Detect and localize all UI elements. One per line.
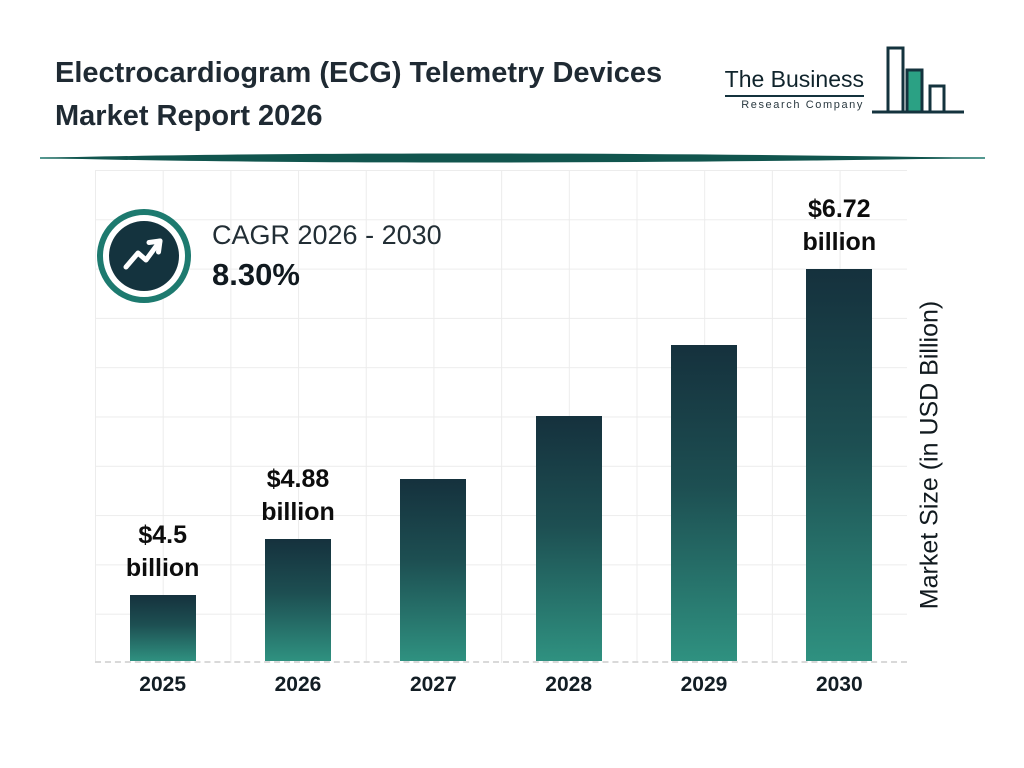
bar-column-2025: $4.5 billion: [95, 170, 230, 661]
bar-2025: [129, 595, 196, 661]
x-tick-2026: 2026: [274, 673, 322, 696]
divider-line: [40, 153, 985, 163]
bar-chart-logo-icon: [872, 46, 964, 114]
page-title: Electrocardiogram (ECG) Telemetry Device…: [55, 52, 715, 138]
bar-2028: [535, 416, 602, 661]
trend-up-arrow-icon: [97, 209, 191, 303]
page-title-line1: Electrocardiogram (ECG) Telemetry Device…: [55, 57, 663, 89]
bar-column-2029: [636, 170, 771, 661]
x-tick-2025: 2025: [139, 673, 187, 696]
bar-value-label-2030: $6.72 billion: [802, 194, 877, 257]
company-name: The Business: [724, 66, 864, 97]
y-axis-label: Market Size (in USD Billion): [915, 300, 944, 610]
bar-value-label-2026: $4.88 billion: [261, 464, 335, 527]
cagr-label: CAGR 2026 - 2030: [212, 220, 442, 250]
cagr-block: CAGR 2026 - 2030 8.30%: [212, 220, 442, 293]
bar-column-2027: [366, 170, 501, 661]
company-subtitle: Research Company: [741, 99, 864, 111]
bar-column-2028: [501, 170, 636, 661]
x-axis: 2025 2026 2027 2028 2029 2030: [95, 673, 907, 697]
x-tick-2030: 2030: [815, 673, 863, 696]
bar-column-2026: $4.88 billion: [230, 170, 365, 661]
bar-column-2030: $6.72 billion: [772, 170, 907, 661]
bar-value-label-2025: $4.5 billion: [125, 520, 200, 583]
page-title-line2: Market Report 2026: [55, 99, 323, 132]
x-tick-2027: 2027: [409, 673, 457, 696]
company-logo-text: The Business Research Company: [724, 66, 864, 111]
company-logo: The Business Research Company: [724, 42, 966, 124]
x-tick-2029: 2029: [680, 673, 728, 696]
bar-2027: [400, 479, 467, 661]
bar-chart: $4.5 billion $4.88 billion: [95, 170, 907, 663]
x-tick-2028: 2028: [545, 673, 592, 696]
bar-2026: [264, 539, 331, 661]
cagr-value: 8.30%: [212, 257, 300, 292]
bar-2030: [806, 269, 873, 661]
bar-2029: [670, 345, 737, 661]
